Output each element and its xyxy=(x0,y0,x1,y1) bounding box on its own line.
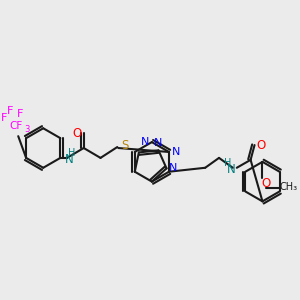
Text: F: F xyxy=(1,113,8,123)
Text: N: N xyxy=(169,164,178,173)
Text: N: N xyxy=(64,153,73,167)
Text: N: N xyxy=(172,147,180,157)
Text: N: N xyxy=(226,163,235,176)
Text: O: O xyxy=(257,139,266,152)
Text: CH₃: CH₃ xyxy=(279,182,297,191)
Text: CF: CF xyxy=(10,121,23,131)
Text: O: O xyxy=(262,177,271,190)
Text: F: F xyxy=(17,110,23,119)
Text: 3: 3 xyxy=(24,125,30,134)
Text: O: O xyxy=(72,127,81,140)
Text: H: H xyxy=(68,148,76,158)
Text: N: N xyxy=(141,137,149,147)
Text: N: N xyxy=(154,138,163,148)
Text: H: H xyxy=(224,158,232,168)
Text: F: F xyxy=(7,106,14,116)
Text: S: S xyxy=(122,139,129,152)
